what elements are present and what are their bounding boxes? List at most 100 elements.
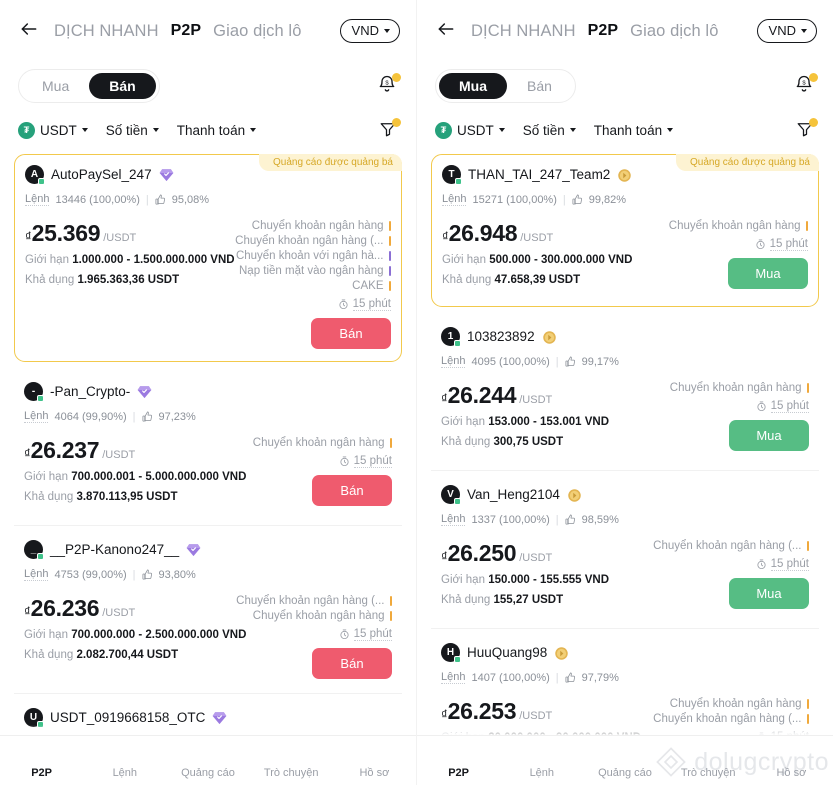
currency-symbol: ₫ [441, 391, 448, 406]
filter-funnel-button[interactable] [795, 118, 818, 141]
coin-filter[interactable]: ₮ USDT [18, 121, 88, 139]
advertiser-name[interactable]: AutoPaySel_247 [51, 167, 152, 182]
sell-button[interactable]: Bán [312, 475, 392, 506]
nav-item-lệnh[interactable]: Lệnh [500, 743, 583, 780]
filter-funnel-button[interactable] [378, 118, 401, 141]
advertiser-stats: Lệnh 4064 (99,90%) | 97,23% [24, 410, 392, 423]
sell-button[interactable]: Bán [312, 648, 392, 679]
tab-sell[interactable]: Bán [527, 78, 552, 94]
payment-window: 15 phút [756, 400, 809, 413]
advertiser-row: 1 103823892 [441, 327, 809, 347]
buy-sell-segmented-control[interactable]: Mua Bán [18, 69, 160, 103]
coin-badge-icon [617, 168, 632, 182]
completion-rate: 97,79% [581, 671, 619, 684]
advertiser-name[interactable]: Van_Heng2104 [467, 487, 560, 502]
nav-item-label: P2P [31, 766, 52, 779]
advertiser-name[interactable]: THAN_TAI_247_Team2 [468, 167, 611, 182]
available-row: Khả dụng 2.082.700,44 USDT [24, 649, 236, 661]
nav-item-label: Lệnh [112, 766, 138, 779]
payment-method-color-bar [388, 266, 391, 276]
amount-filter[interactable]: Số tiền [106, 123, 159, 138]
avatar: H [441, 643, 461, 663]
buy-sell-toggle-row: Mua Bán $ [417, 62, 833, 110]
header-tab-2[interactable]: P2P [170, 22, 202, 39]
nav-item-label: Hồ sơ [359, 766, 390, 779]
currency-symbol: ₫ [441, 707, 448, 722]
nav-item-quảng-cáo[interactable]: Quảng cáo [583, 743, 666, 779]
payment-method-label: Chuyển khoản ngân hàng (... [653, 713, 802, 725]
nav-item-trò-chuyện[interactable]: Trò chuyện [667, 743, 750, 779]
nav-item-hồ-sơ[interactable]: Hồ sơ [333, 743, 416, 780]
bottom-navigation-bar: P2P Lệnh Quảng cáo Trò chuyện Hồ sơ [0, 735, 416, 785]
notification-bell-button[interactable]: $ [793, 73, 818, 98]
advertiser-row: _ __P2P-Kanono247__ [24, 540, 392, 560]
sell-button[interactable]: Bán [311, 318, 391, 349]
limit-label: Giới hạn [24, 471, 68, 483]
tab-buy[interactable]: Mua [439, 73, 507, 99]
back-button[interactable] [433, 18, 459, 44]
payment-method-color-bar [388, 236, 391, 246]
payment-method-label: Chuyển khoản ngân hàng (... [235, 235, 384, 247]
available-value: 1.965.363,36 USDT [77, 274, 180, 286]
coin-filter[interactable]: ₮ USDT [435, 121, 505, 139]
nav-item-trò-chuyện[interactable]: Trò chuyện [250, 743, 333, 779]
clock-icon [755, 239, 766, 250]
advertiser-name[interactable]: 103823892 [467, 329, 535, 344]
ad-body: ₫ 25.369/USDT Giới hạn 1.000.000 - 1.500.0… [25, 220, 391, 349]
buy-button[interactable]: Mua [729, 420, 809, 451]
ad-card[interactable]: Quảng cáo được quảng bá A AutoPaySel_247 Lệ… [14, 154, 402, 362]
price-line: ₫ 26.237/USDT [24, 437, 253, 464]
nav-item-quảng-cáo[interactable]: Quảng cáo [166, 743, 249, 779]
advertiser-name[interactable]: -Pan_Crypto- [50, 384, 131, 399]
buy-button[interactable]: Mua [729, 578, 809, 609]
header-tab-1[interactable]: DỊCH NHANH [54, 21, 159, 40]
currency-selector[interactable]: VND [756, 19, 817, 43]
back-button[interactable] [16, 18, 42, 44]
chevron-down-icon [801, 28, 807, 33]
nav-item-lệnh[interactable]: Lệnh [83, 743, 166, 780]
stats-divider: | [132, 568, 136, 581]
limit-label: Giới hạn [441, 416, 485, 428]
ad-card[interactable]: Quảng cáo được quảng bá T THAN_TAI_247_Tea… [431, 154, 819, 307]
ad-left-column: ₫ 26.236/USDT Giới hạn 700.000.000 - 2.500… [24, 595, 246, 669]
nav-item-p2p[interactable]: P2P [0, 743, 83, 779]
buy-sell-segmented-control[interactable]: Mua Bán [435, 69, 576, 103]
price-line: ₫ 26.253/USDT [441, 698, 653, 725]
header-tab-2[interactable]: P2P [587, 22, 619, 39]
buy-button[interactable]: Mua [728, 258, 808, 289]
payment-method-label: Chuyển khoản ngân hàng [252, 610, 385, 622]
completion-rate: 99,82% [588, 193, 627, 206]
advertiser-name[interactable]: HuuQuang98 [467, 645, 548, 660]
header-tab-1[interactable]: DỊCH NHANH [471, 21, 576, 40]
currency-selector[interactable]: VND [339, 19, 400, 43]
ad-card[interactable]: - -Pan_Crypto- Lệnh 4064 (99,90%) | 97,23% ₫ 26… [14, 368, 402, 526]
orders-label: Lệnh [24, 410, 49, 423]
payment-filter[interactable]: Thanh toán [177, 123, 257, 138]
payment-filter[interactable]: Thanh toán [594, 123, 674, 138]
payment-method: Chuyển khoản ngân hàng [669, 220, 808, 232]
tab-buy[interactable]: Mua [42, 78, 70, 94]
payment-method-color-bar [389, 611, 392, 621]
available-value: 3.870.113,95 USDT [76, 491, 178, 503]
completion-rate: 97,23% [158, 410, 196, 423]
notification-bell-button[interactable]: $ [376, 73, 401, 98]
avatar-initial: V [447, 489, 454, 500]
ad-card[interactable]: V Van_Heng2104 Lệnh 1337 (100,00%) | 98,59% ₫ 2… [431, 471, 819, 629]
nav-item-p2p[interactable]: P2P [417, 743, 500, 779]
amount-filter[interactable]: Số tiền [523, 123, 576, 138]
price-unit: /USDT [103, 232, 137, 244]
ad-card[interactable]: 1 103823892 Lệnh 4095 (100,00%) | 99,17% ₫ 26.2… [431, 313, 819, 471]
header-tab-3[interactable]: Giao dịch lô [213, 21, 302, 40]
available-label: Khả dụng [24, 491, 74, 503]
tab-sell[interactable]: Bán [89, 73, 156, 99]
ad-card[interactable]: _ __P2P-Kanono247__ Lệnh 4753 (99,00%) | 93,8… [14, 526, 402, 694]
completion-rate: 93,80% [158, 568, 196, 581]
advertiser-name[interactable]: USDT_0919668158_OTC [50, 710, 206, 725]
limit-value: 500.000 - 300.000.000 VND [489, 254, 633, 266]
advertiser-name[interactable]: __P2P-Kanono247__ [50, 542, 180, 557]
price-unit: /USDT [102, 449, 136, 461]
nav-item-label: Hồ sơ [776, 766, 807, 779]
header-tab-3[interactable]: Giao dịch lô [630, 21, 719, 40]
svg-text:$: $ [385, 80, 389, 86]
nav-item-hồ-sơ[interactable]: Hồ sơ [750, 743, 833, 780]
